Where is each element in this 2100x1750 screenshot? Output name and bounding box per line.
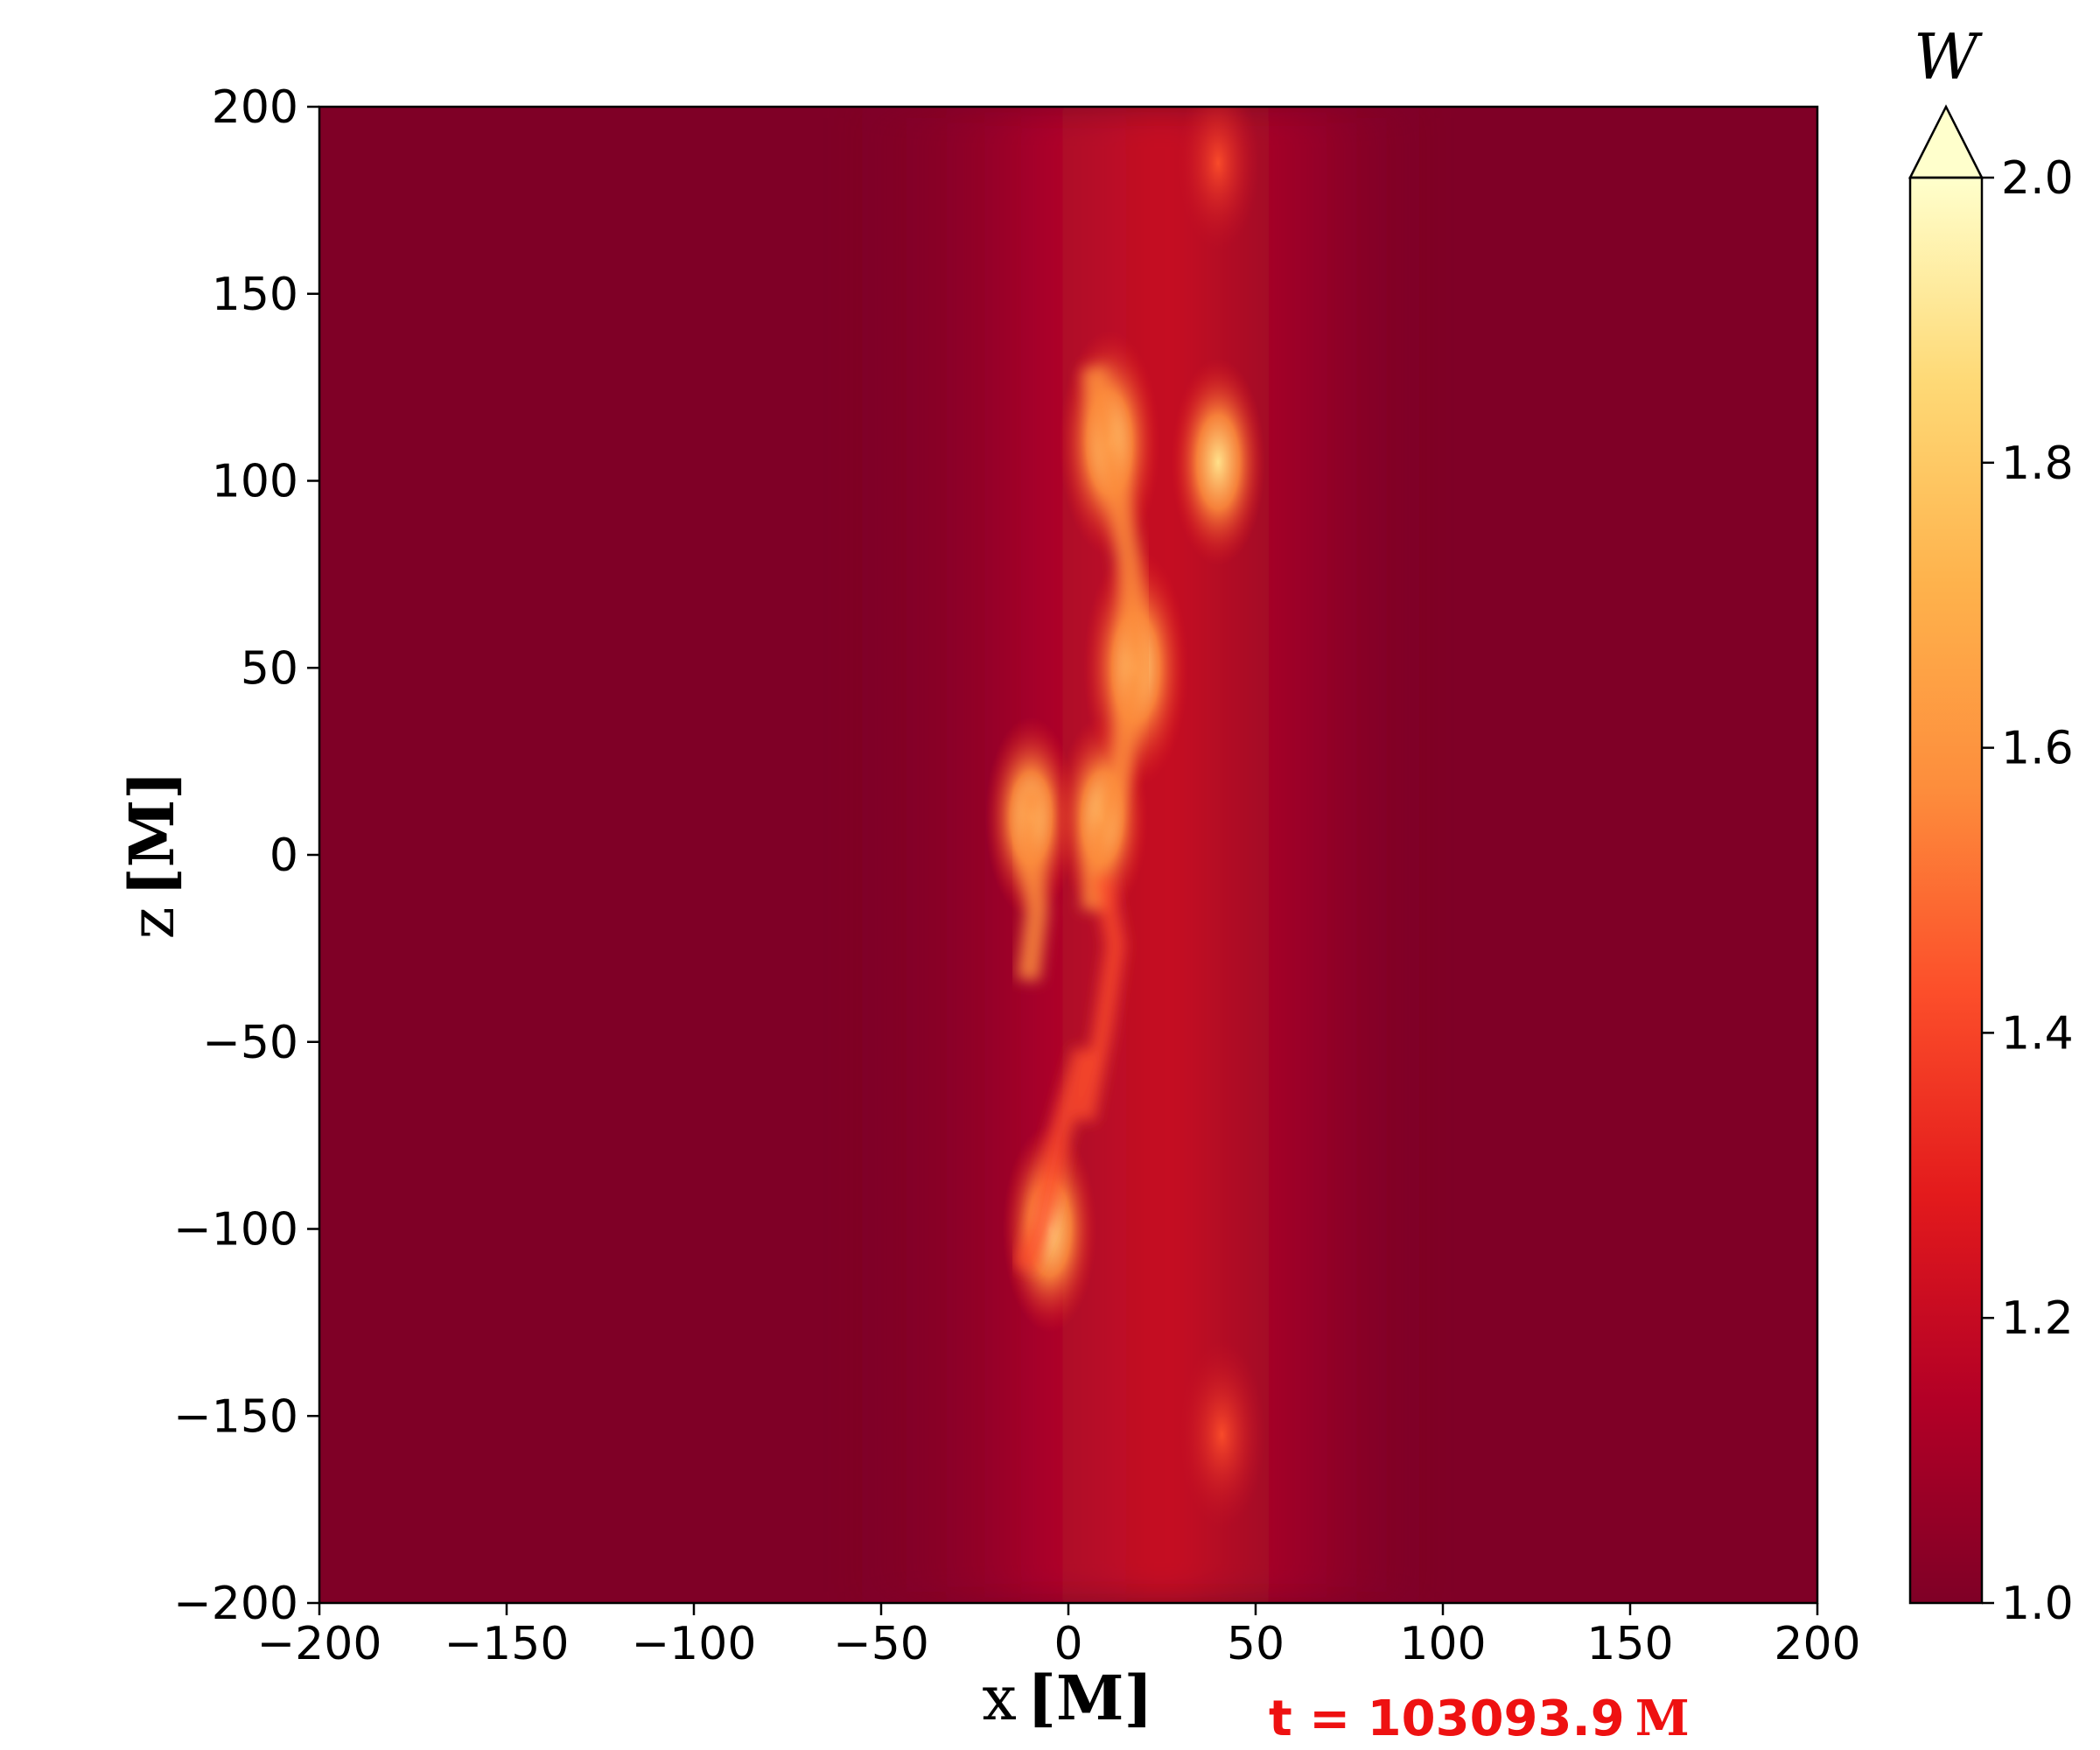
colorbar-tick-label: 1.6 — [2001, 723, 2074, 775]
hot-feature — [1178, 1340, 1266, 1530]
hot-feature — [1171, 358, 1265, 566]
colorbar-tick-label: 2.0 — [2001, 152, 2074, 205]
y-tick-label: 100 — [212, 456, 298, 508]
colorbar-tick-label: 1.0 — [2001, 1578, 2074, 1630]
x-axis-ticks: −200 −150 −100 −50 0 50 100 150 200 — [257, 1603, 1861, 1670]
y-axis-ticks: −200 −150 −100 −50 0 50 100 150 200 — [173, 81, 319, 1630]
x-tick-label: 150 — [1586, 1618, 1673, 1670]
colorbar-label: W — [1914, 20, 1983, 94]
colorbar-ticks: 1.0 1.2 1.4 1.6 1.8 2.0 — [1982, 152, 2074, 1630]
y-tick-label: 200 — [212, 81, 298, 134]
x-tick-label: −200 — [257, 1618, 382, 1670]
colorbar-tick-label: 1.8 — [2001, 438, 2074, 490]
y-tick-label: 0 — [270, 830, 298, 882]
y-tick-label: −50 — [202, 1017, 298, 1069]
colorbar-tick-label: 1.4 — [2001, 1007, 2074, 1060]
y-axis-label: z[M] — [116, 771, 188, 940]
x-tick-label: −50 — [833, 1618, 929, 1670]
x-tick-label: 200 — [1774, 1618, 1860, 1670]
colorbar-extend-arrow — [1908, 104, 1984, 179]
x-tick-label: 50 — [1227, 1618, 1284, 1670]
x-axis-label: x [M] — [982, 1662, 1152, 1734]
colorbar-tick-label: 1.2 — [2001, 1292, 2074, 1345]
y-tick-label: −200 — [173, 1578, 298, 1630]
hot-feature — [1176, 107, 1260, 252]
time-annotation: t = 103093.9 M — [1269, 1690, 1690, 1747]
colorbar: W 1.0 1.2 1.4 1.6 1.8 2.0 — [1908, 20, 2074, 1630]
x-tick-label: 100 — [1399, 1618, 1486, 1670]
heatmap — [319, 107, 1817, 1603]
x-tick-label: −150 — [444, 1618, 570, 1670]
y-tick-label: 150 — [212, 269, 298, 321]
jet-filaments — [1012, 365, 1151, 1273]
y-tick-label: −150 — [173, 1390, 298, 1443]
y-tick-label: 50 — [241, 642, 298, 695]
y-tick-label: −100 — [173, 1204, 298, 1256]
colorbar-gradient — [1910, 178, 1982, 1603]
x-tick-label: 0 — [1054, 1618, 1082, 1670]
x-tick-label: −100 — [632, 1618, 757, 1670]
colorbar-frame — [1908, 176, 1984, 1605]
